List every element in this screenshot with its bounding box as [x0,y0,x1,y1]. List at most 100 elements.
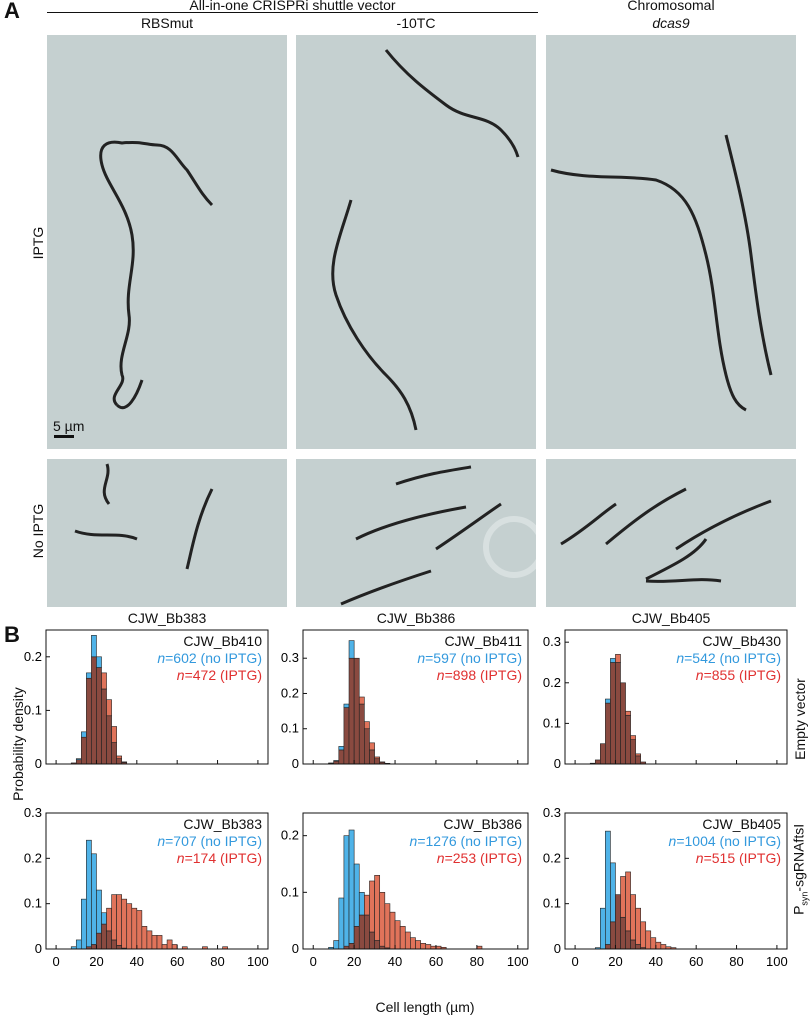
bar-overlap [348,943,355,950]
bar-overlap [86,677,92,765]
y-tick-label: 0.1 [24,896,42,911]
bar-overlap [75,759,82,765]
bar-iptg [620,876,626,918]
bar-iptg [358,696,365,705]
n-label-iptg: n=515 (IPTG) [696,850,781,866]
column-label-chromosomal: Chromosomal [627,0,715,13]
bar-overlap [620,916,626,950]
bar-overlap [343,707,350,765]
y-tick-label: 0.1 [543,896,561,911]
y-tick-label: 0 [292,756,299,771]
bar-overlap [605,944,611,950]
bar-no-iptg [338,746,345,751]
x-tick-label: 60 [689,954,703,969]
cell-outline [560,487,772,583]
x-tick-label: 40 [130,954,144,969]
bar-no-iptg [605,698,611,704]
bar-iptg [369,742,375,751]
bar-iptg [151,935,158,950]
n-label-iptg: n=253 (IPTG) [437,850,522,866]
bar-overlap [620,682,626,765]
bar-iptg [399,926,406,950]
bar-overlap [116,758,122,765]
bar-iptg [374,875,381,941]
y-tick-label: 0 [292,941,299,956]
bar-iptg [389,911,396,950]
micrograph-dcas9-iptg [546,35,796,449]
bar-overlap [96,667,102,765]
panel-b-letter: B [4,622,20,647]
n-label-no-iptg: n=1276 (no IPTG) [410,833,522,849]
bar-overlap [81,736,87,765]
panel-a-letter: A [4,0,20,23]
bar-no-iptg [86,672,92,679]
bar-no-iptg [96,889,102,934]
strain-annotation: CJW_Bb411 [444,633,522,649]
bar-overlap [106,715,112,765]
x-tick-label: 20 [347,954,361,969]
bar-overlap [353,926,360,950]
bar-no-iptg [610,658,616,663]
y-tick-label: 0.2 [543,850,561,865]
bar-no-iptg [358,892,365,916]
bar-no-iptg [75,939,82,950]
scale-bar-label: 5 µm [53,418,85,434]
n-label-no-iptg: n=707 (no IPTG) [157,833,262,849]
bar-no-iptg [610,862,616,923]
bar-overlap [353,657,360,765]
x-tick-label: 80 [729,954,743,969]
x-tick-label: 80 [210,954,224,969]
y-tick-label: 0.3 [281,650,299,665]
axes-frame [564,812,788,950]
cell-outline [340,465,536,606]
micrograph-rbsmut-no-iptg [47,459,287,607]
bar-iptg [116,755,122,759]
micrograph-dcas9-no-iptg [546,459,796,607]
bar-iptg [101,672,107,690]
bar-iptg [171,944,178,950]
bar-iptg [635,753,641,757]
bar-iptg [141,926,148,950]
axes-frame [45,629,269,765]
x-tick-label: 0 [52,954,59,969]
bar-iptg [630,894,636,941]
y-tick-label: 0.2 [543,675,561,690]
bar-iptg [635,907,641,945]
bar-no-iptg [91,853,97,945]
bar-overlap [348,657,355,765]
bar-no-iptg [353,863,360,927]
y-tick-label: 0.3 [543,805,561,820]
micrograph-10tc-no-iptg [296,459,536,607]
bar-overlap [116,945,122,950]
cell-outline [550,134,773,412]
bar-iptg [420,943,427,950]
bar-no-iptg [333,940,340,950]
bar-no-iptg [86,839,92,948]
bar-no-iptg [343,835,350,947]
bar-iptg [364,894,370,916]
bar-iptg [374,756,381,760]
n-label-no-iptg: n=597 (no IPTG) [417,650,522,666]
bar-iptg [379,892,386,947]
bar-no-iptg [338,897,345,950]
bar-overlap [630,939,636,950]
bar-no-iptg [81,898,87,950]
strain-annotation: CJW_Bb405 [702,816,781,832]
bar-iptg [121,761,128,763]
bar-iptg [126,903,133,950]
y-tick-label: 0 [35,941,42,956]
bar-overlap [338,749,345,765]
bar-overlap [610,921,616,950]
bar-overlap [625,930,631,950]
bar-iptg [425,944,432,950]
bar-iptg [625,710,631,716]
bar-iptg [415,940,421,950]
bar-iptg [161,944,168,950]
column-label-10tc: -10TC [396,15,436,31]
bar-overlap [594,759,601,765]
x-tick-label: 60 [429,954,443,969]
bar-iptg [364,721,370,730]
